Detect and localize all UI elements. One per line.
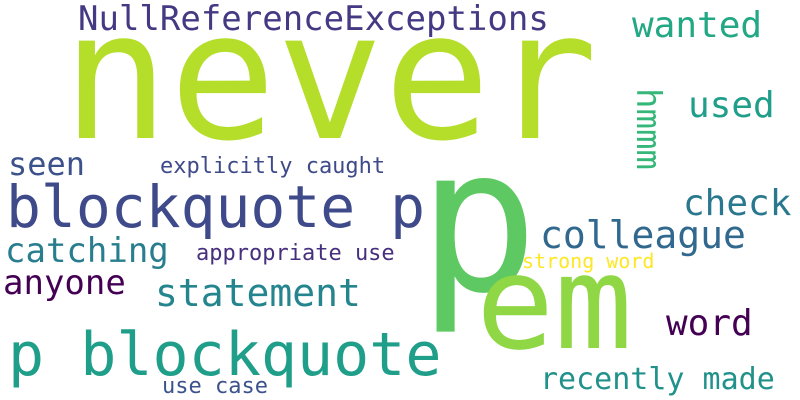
word-strong-word: strong word <box>522 249 655 273</box>
word-statement: statement <box>155 271 361 315</box>
word-check: check <box>683 183 792 224</box>
word-hmmm: hmmm <box>628 88 668 170</box>
word-anyone: anyone <box>3 263 126 303</box>
word-never: never <box>62 0 598 180</box>
word-recently-made: recently made <box>540 362 775 397</box>
word-p: p <box>418 105 539 338</box>
word-explicitly-caught: explicitly caught <box>160 154 386 179</box>
word-p-blockquote: p blockquote <box>8 320 442 390</box>
word-wanted: wanted <box>632 5 763 46</box>
word-nullreferenceexceptions: NullReferenceExceptions <box>78 0 549 39</box>
word-appropriate-use: appropriate use <box>196 241 395 266</box>
word-colleague: colleague <box>540 213 746 257</box>
word-seen: seen <box>8 145 86 183</box>
word-use-case: use case <box>162 374 268 399</box>
word-word: word <box>666 303 753 344</box>
word-catching: catching <box>5 231 169 271</box>
word-blockquote-p: blockquote p <box>6 173 426 241</box>
word-em: em <box>476 227 633 379</box>
word-used: used <box>688 85 775 126</box>
